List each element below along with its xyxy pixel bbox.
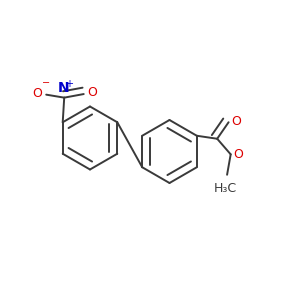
Text: O: O <box>234 148 244 161</box>
Text: −: − <box>42 78 50 88</box>
Text: H₃C: H₃C <box>214 182 237 195</box>
Text: O: O <box>232 115 242 128</box>
Text: N: N <box>58 81 70 95</box>
Text: O: O <box>87 86 97 99</box>
Text: +: + <box>65 79 73 89</box>
Text: O: O <box>33 87 43 100</box>
